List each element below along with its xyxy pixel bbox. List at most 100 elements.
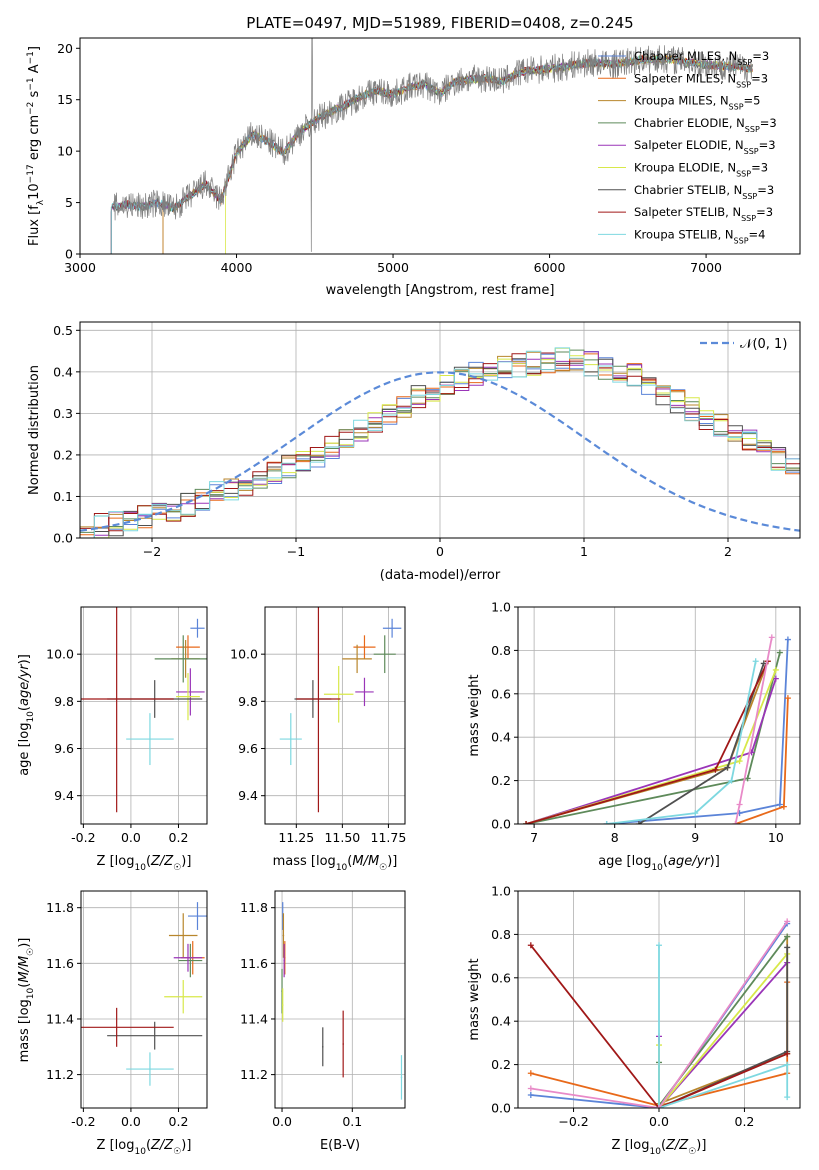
plot-area — [279, 607, 402, 813]
data-point-marker — [656, 942, 662, 949]
x-tick-label: 7000 — [690, 260, 722, 275]
mass-weight-line — [606, 661, 757, 824]
axes-frame — [517, 606, 801, 825]
mass-weight-vs-age-panel: 7 8 9 10 0.0 0.2 0.4 0.6 0.8 1.0 age [log10(age/yr… — [467, 600, 801, 873]
y-tick-label: 0.4 — [491, 1014, 511, 1029]
y-tick-label: 10 — [57, 144, 73, 159]
x-tick-label: 0.2 — [169, 830, 189, 845]
x-tick-label: 0.0 — [649, 1114, 669, 1129]
plot-area — [110, 38, 754, 254]
x-tick-label: 2 — [724, 544, 732, 559]
plot-area — [527, 918, 791, 1108]
y-tick-label: 0.6 — [491, 970, 511, 985]
y-tick-label: 9.8 — [238, 694, 258, 709]
y-tick-label: 0.3 — [53, 406, 73, 421]
data-point-marker — [736, 801, 743, 808]
x-axis-label: E(B-V) — [320, 1138, 360, 1153]
x-tick-label: -0.2 — [71, 830, 95, 845]
y-tick-label: 0.6 — [491, 686, 511, 701]
age-vs-mass-panel: 11.25 11.50 11.75 9.4 9.6 9.8 10.0 mass [log10(… — [230, 606, 406, 873]
x-tick-label: 6000 — [534, 260, 566, 275]
y-tick-label: 20 — [57, 41, 73, 56]
x-tick-label: 7 — [530, 830, 538, 845]
y-tick-label: 10.0 — [230, 647, 258, 662]
data-point-marker — [635, 821, 642, 824]
mass-weight-vs-metallicity-panel: −0.2 0.0 0.2 0.0 0.2 0.4 0.6 0.8 1.0 Z [log10(Z/Z… — [467, 884, 801, 1157]
x-tick-label: 1 — [580, 544, 588, 559]
y-tick-label: 5 — [65, 195, 73, 210]
x-tick-label: 8 — [611, 830, 619, 845]
y-tick-label: 0.0 — [53, 531, 73, 546]
y-tick-label: 0.2 — [491, 1057, 511, 1072]
data-point-marker — [776, 801, 783, 808]
legend-label: 𝒩(0, 1) — [740, 337, 787, 352]
data-point-marker — [523, 821, 530, 824]
legend-label: Chabrier STELIB, NSSP=3 — [634, 183, 774, 201]
y-tick-label: 0 — [65, 247, 73, 262]
y-tick-label: 9.4 — [238, 788, 258, 803]
x-tick-label: 4000 — [221, 260, 253, 275]
x-axis-label: mass [log10(M/M☉)] — [273, 854, 398, 873]
y-tick-label: 11.4 — [240, 1011, 268, 1026]
x-tick-label: 0.0 — [121, 830, 141, 845]
y-tick-label: 0.1 — [53, 489, 73, 504]
y-tick-label: 0.5 — [53, 323, 73, 338]
plot-area — [81, 902, 207, 1086]
plot-area — [523, 634, 791, 824]
data-point-marker — [784, 636, 791, 643]
data-point-marker — [784, 1094, 791, 1101]
normal-distribution-curve — [80, 371, 800, 532]
y-tick-label: 9.6 — [238, 741, 258, 756]
data-point-marker — [527, 1091, 534, 1098]
x-tick-label: −1 — [287, 544, 305, 559]
y-tick-label: 0.4 — [491, 730, 511, 745]
legend-label: Kroupa MILES, NSSP=5 — [634, 94, 760, 112]
data-point-marker — [772, 666, 779, 673]
data-point-marker — [780, 803, 787, 810]
y-axis-label: mass [log10(M/M☉)] — [17, 938, 36, 1063]
data-point-marker — [760, 660, 767, 667]
y-axis-label: mass weight — [467, 674, 482, 756]
axes-frame — [79, 37, 801, 255]
x-tick-label: 11.50 — [324, 830, 360, 845]
x-tick-label: 0 — [436, 544, 444, 559]
data-point-marker — [656, 1105, 662, 1108]
mass-weight-line — [658, 953, 788, 1108]
data-point-marker — [752, 658, 759, 665]
mass-weight-line — [606, 639, 789, 824]
x-tick-label: 0.0 — [121, 1114, 141, 1129]
x-axis-label: Z [log10(Z/Z☉)] — [97, 854, 192, 873]
x-axis-label: wavelength [Angstrom, rest frame] — [326, 283, 555, 298]
y-tick-label: 9.4 — [54, 788, 74, 803]
data-point-marker — [768, 634, 775, 641]
x-tick-label: −0.2 — [558, 1114, 588, 1129]
x-axis-label: Z [log10(Z/Z☉)] — [97, 1138, 192, 1157]
axes-frame — [274, 890, 406, 1109]
y-tick-label: 0.4 — [53, 364, 73, 379]
legend-label: Kroupa STELIB, NSSP=4 — [634, 227, 765, 245]
legend-label: Salpeter MILES, NSSP=3 — [634, 71, 768, 89]
y-tick-label: 0.2 — [491, 773, 511, 788]
y-tick-label: 11.8 — [240, 900, 268, 915]
plot-area — [281, 902, 403, 1100]
x-axis-label: Z [log10(Z/Z☉)] — [612, 1138, 707, 1157]
y-tick-label: 1.0 — [491, 884, 511, 899]
data-point-marker — [784, 944, 791, 951]
legend-label: Kroupa ELODIE, NSSP=3 — [634, 161, 768, 179]
plot-area — [81, 607, 207, 813]
y-tick-label: 10.0 — [46, 647, 74, 662]
y-tick-label: 0.0 — [491, 1101, 511, 1116]
data-point-marker — [744, 775, 751, 782]
y-tick-label: 0.8 — [491, 927, 511, 942]
mass-weight-line — [530, 920, 788, 1108]
spectrum-title: PLATE=0497, MJD=51989, FIBERID=0408, z=0… — [246, 14, 633, 32]
y-tick-label: 9.6 — [54, 741, 74, 756]
spectrum-panel: 3000 4000 5000 6000 7000 0 5 10 15 20 wavelength [… — [26, 37, 801, 298]
axes-frame — [80, 606, 208, 825]
y-tick-label: 0.0 — [491, 817, 511, 832]
y-axis-label: Normed distribution — [27, 365, 42, 495]
y-tick-label: 11.8 — [46, 900, 74, 915]
mass-vs-ebv-panel: 0.0 0.1 11.2 11.4 11.6 11.8 E(B-V) — [240, 890, 406, 1153]
y-axis-label: mass weight — [467, 958, 482, 1040]
residual-histogram-panel: −2 −1 0 1 2 0.0 0.1 0.2 0.3 0.4 0.5 (data-model)/er… — [27, 321, 801, 583]
